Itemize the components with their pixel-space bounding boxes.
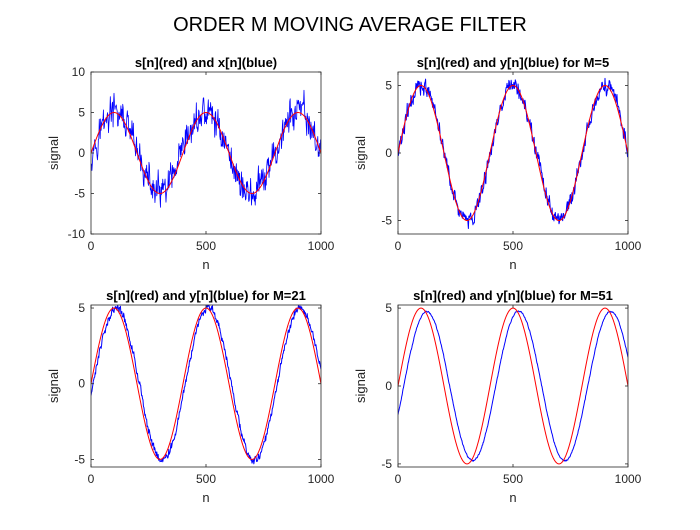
x-tick-label: 0 [395, 239, 402, 253]
x-tick-label: 1000 [308, 239, 335, 253]
y-tick-label: -10 [68, 227, 86, 241]
y-tick-label: -5 [74, 452, 85, 466]
plot-area [91, 72, 321, 234]
x-axis-label: n [509, 257, 516, 272]
plot-area [398, 305, 628, 467]
y-tick-label: -5 [381, 457, 392, 471]
subplot-title: s[n](red) and x[n](blue) [135, 55, 277, 70]
x-axis-label: n [202, 490, 209, 505]
series-group [398, 307, 628, 465]
series-line-y [398, 310, 628, 462]
series-group [91, 89, 321, 208]
x-tick-label: 0 [88, 472, 95, 486]
x-tick-label: 1000 [308, 472, 335, 486]
y-axis-label: signal [353, 136, 368, 170]
series-line-s [91, 307, 321, 460]
series-line-y [91, 89, 321, 208]
plot-area [91, 305, 321, 467]
y-tick-label: -5 [74, 187, 85, 201]
y-tick-label: 5 [385, 79, 392, 93]
x-tick-label: 1000 [615, 472, 642, 486]
y-axis-label: signal [353, 369, 368, 403]
x-tick-label: 1000 [615, 239, 642, 253]
series-line-s [398, 85, 628, 221]
series-line-s [91, 112, 321, 194]
plot-area [398, 72, 628, 234]
subplot-title: s[n](red) and y[n](blue) for M=21 [106, 288, 306, 303]
y-tick-label: -5 [381, 214, 392, 228]
y-tick-label: 5 [78, 106, 85, 120]
x-tick-label: 0 [88, 239, 95, 253]
subplot-raw-vs-noisy: 0 500 1000 -10 -5 0 5 10 s[n](red) and x[n](blue… [46, 55, 335, 272]
y-tick-label: 5 [385, 301, 392, 315]
y-tick-label: 10 [72, 65, 86, 79]
y-axis-label: signal [46, 136, 61, 170]
figure-title: ORDER M MOVING AVERAGE FILTER [173, 14, 527, 36]
subplot-title: s[n](red) and y[n](blue) for M=51 [413, 288, 613, 303]
x-axis-label: n [202, 257, 209, 272]
y-tick-label: 0 [385, 379, 392, 393]
x-tick-label: 500 [503, 472, 523, 486]
series-line-s [398, 307, 628, 465]
x-tick-label: 500 [196, 472, 216, 486]
y-axis-label: signal [46, 369, 61, 403]
y-tick-label: 0 [385, 146, 392, 160]
x-tick-label: 500 [503, 239, 523, 253]
x-axis-label: n [509, 490, 516, 505]
y-tick-label: 5 [78, 301, 85, 315]
subplot-title: s[n](red) and y[n](blue) for M=5 [417, 55, 609, 70]
series-group [398, 77, 628, 230]
y-tick-label: 0 [78, 146, 85, 160]
x-tick-label: 0 [395, 472, 402, 486]
x-tick-label: 500 [196, 239, 216, 253]
y-tick-label: 0 [78, 377, 85, 391]
